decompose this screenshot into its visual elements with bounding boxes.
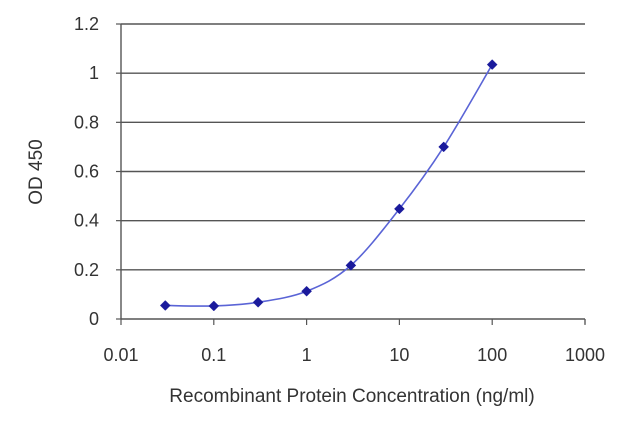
x-tick-label: 0.1 [201,345,226,365]
x-tick-label: 1000 [565,345,605,365]
y-tick-label: 0.4 [74,211,99,231]
y-tick-label: 0 [89,309,99,329]
data-point-marker [486,59,498,70]
axes [116,23,586,325]
y-tick-label: 0.6 [74,162,99,182]
y-tick-labels: 0 0.2 0.4 0.6 0.8 1 1.2 [74,14,99,329]
data-points [159,59,498,312]
y-tick-label: 0.8 [74,112,99,132]
x-tick-label: 100 [477,345,507,365]
data-point-marker [394,203,405,215]
x-tick-label: 1 [302,345,312,365]
y-axis-title: OD 450 [26,139,47,204]
data-point-marker [208,300,220,312]
data-point-marker [301,285,312,297]
data-point-marker [345,260,357,271]
data-point-marker [252,296,264,308]
grid-lines [121,23,585,271]
x-tick-labels: 0.01 0.1 1 10 100 1000 [103,345,605,365]
y-tick-label: 0.2 [74,260,99,280]
x-tick-label: 10 [389,345,409,365]
x-axis-title: Recombinant Protein Concentration (ng/ml… [169,386,534,407]
data-point-marker [159,300,171,311]
y-tick-label: 1.2 [74,14,99,34]
x-tick-label: 0.01 [103,345,138,365]
y-tick-label: 1 [89,63,99,83]
data-point-marker [438,141,450,153]
